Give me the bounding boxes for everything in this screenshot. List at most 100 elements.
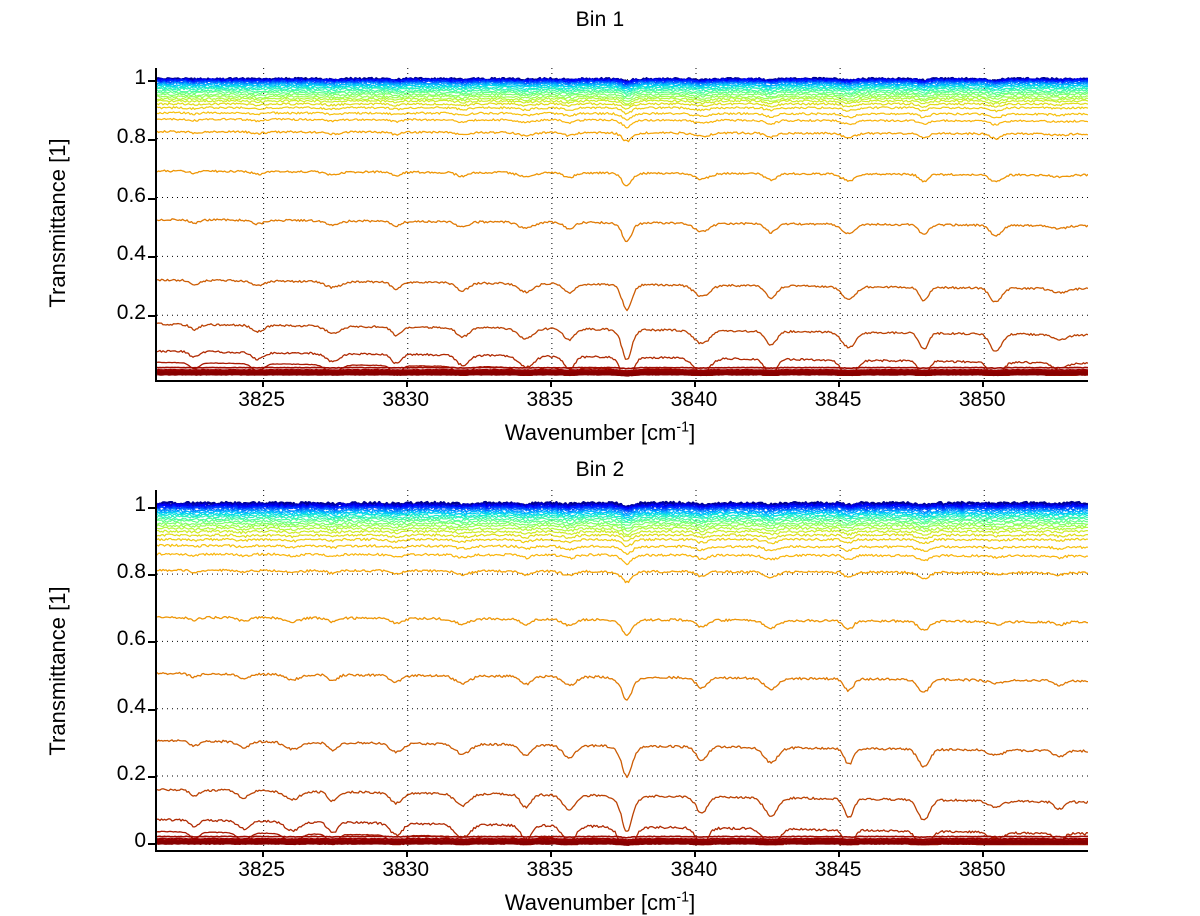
x-tick-label: 3840 <box>670 858 718 881</box>
x-tick-label: 3850 <box>958 858 1006 881</box>
x-axis-label-tail-bin-1: ] <box>689 420 696 445</box>
spectrum-line <box>157 371 1088 377</box>
spectrum-line <box>157 552 1088 566</box>
x-tick-label: 3845 <box>814 388 862 411</box>
spectrum-line <box>157 117 1088 129</box>
x-tick-mark <box>694 380 696 387</box>
y-tick-label: 0.6 <box>116 627 146 651</box>
x-tick-mark <box>549 380 552 387</box>
x-tick-label: 3830 <box>382 388 430 411</box>
y-tick-label: 0.2 <box>116 301 146 325</box>
x-tick-label: 3840 <box>670 388 718 411</box>
y-tick-mark <box>148 197 155 200</box>
spectrum-line <box>157 739 1088 779</box>
x-tick-mark <box>405 380 408 387</box>
x-tick-label: 3825 <box>238 388 285 411</box>
y-tick-label: 0.2 <box>116 761 146 785</box>
y-tick-mark <box>148 843 155 846</box>
x-axis-label-superscript-bin-2: -1 <box>676 889 690 906</box>
y-tick-label: 1 <box>134 492 146 516</box>
subplot-title-bin-1: Bin 1 <box>575 8 625 31</box>
spectrum-line <box>157 515 1088 523</box>
spectrum-line <box>157 96 1088 105</box>
subplot-bin-2: Bin 2 Transmittance [1] 0 0.2 0.4 0.6 0.8 1 3… <box>0 450 1200 915</box>
spectrum-line <box>157 835 1088 839</box>
spectrum-line <box>157 529 1088 538</box>
spectrum-line <box>157 521 1088 530</box>
subplot-title-bin-2: Bin 2 <box>575 458 625 481</box>
y-tick-label: 0.4 <box>116 694 146 718</box>
y-tick-mark <box>148 775 155 778</box>
x-tick-mark <box>405 850 408 857</box>
spectrum-line <box>157 169 1088 187</box>
spectrum-line <box>157 543 1088 556</box>
spectrum-line <box>157 519 1088 526</box>
y-tick-mark <box>148 79 155 82</box>
x-tick-mark <box>694 850 696 857</box>
spectrum-line <box>157 99 1088 107</box>
y-tick-label: 0 <box>134 829 146 853</box>
spectrum-line <box>157 568 1088 584</box>
spectrum-line <box>157 517 1088 524</box>
plot-area-bin-1 <box>155 68 1088 382</box>
x-tick-mark <box>838 850 841 857</box>
y-tick-mark <box>148 574 155 577</box>
spectrum-line <box>157 671 1088 701</box>
x-tick-mark <box>549 850 552 857</box>
x-tick-label: 3825 <box>238 858 285 881</box>
spectra-plot-bin-1 <box>157 68 1088 380</box>
x-axis-label-bin-2: Wavenumber [cm-1] <box>0 890 1200 916</box>
spectrum-line <box>157 102 1088 110</box>
x-axis-label-base-bin-2: Wavenumber [cm <box>504 890 677 915</box>
y-tick-label: 0.6 <box>116 183 146 207</box>
spectrum-line <box>157 523 1088 532</box>
spectrum-line <box>157 130 1088 143</box>
y-tick-mark <box>148 708 155 711</box>
spectrum-line <box>157 506 1088 512</box>
x-tick-mark <box>838 380 841 387</box>
x-axis-label-base-bin-1: Wavenumber [cm <box>504 420 677 445</box>
y-tick-mark <box>148 138 155 141</box>
spectrum-line <box>157 106 1088 115</box>
spectrum-line <box>157 788 1088 832</box>
y-tick-mark <box>148 315 155 318</box>
y-tick-mark <box>148 641 155 644</box>
spectrum-line <box>157 83 1088 89</box>
spectrum-line <box>157 513 1088 521</box>
spectra-plot-bin-2 <box>157 490 1088 850</box>
x-tick-mark <box>261 380 264 387</box>
y-axis-label-bin-2: Transmittance [1] <box>45 586 70 756</box>
spectrum-line <box>157 366 1088 370</box>
x-axis-label-superscript-bin-1: -1 <box>676 419 690 436</box>
x-axis-label-tail-bin-2: ] <box>689 890 696 915</box>
spectrum-line <box>157 840 1088 846</box>
spectrum-line <box>157 615 1088 637</box>
plot-area-bin-2 <box>155 490 1088 852</box>
y-tick-mark <box>148 506 155 509</box>
spectrum-line <box>157 81 1088 89</box>
y-tick-mark <box>148 256 155 259</box>
subplot-bin-1: Bin 1 Transmittance [1] 0.2 0.4 0.6 0.8 1 38… <box>0 0 1200 450</box>
y-tick-label: 0.8 <box>116 124 146 148</box>
spectrum-line <box>157 837 1088 842</box>
spectrum-line <box>157 89 1088 96</box>
spectrum-line <box>157 84 1088 91</box>
y-axis-label-bin-1: Transmittance [1] <box>45 138 70 308</box>
spectrum-line <box>157 511 1088 519</box>
spectrum-line <box>157 278 1088 312</box>
x-tick-mark <box>982 850 985 857</box>
spectrum-line <box>157 90 1088 98</box>
x-tick-label: 3850 <box>958 388 1006 411</box>
spectrum-line <box>157 537 1088 548</box>
x-tick-mark <box>982 380 985 387</box>
x-tick-label: 3835 <box>526 388 574 411</box>
spectrum-line <box>157 92 1088 100</box>
x-tick-label: 3835 <box>526 858 574 881</box>
x-tick-mark <box>261 850 264 857</box>
x-tick-label: 3845 <box>814 858 862 881</box>
spectrum-line <box>157 533 1088 542</box>
spectrum-line <box>157 507 1088 515</box>
y-tick-label: 1 <box>134 65 146 89</box>
spectrum-line <box>157 111 1088 121</box>
